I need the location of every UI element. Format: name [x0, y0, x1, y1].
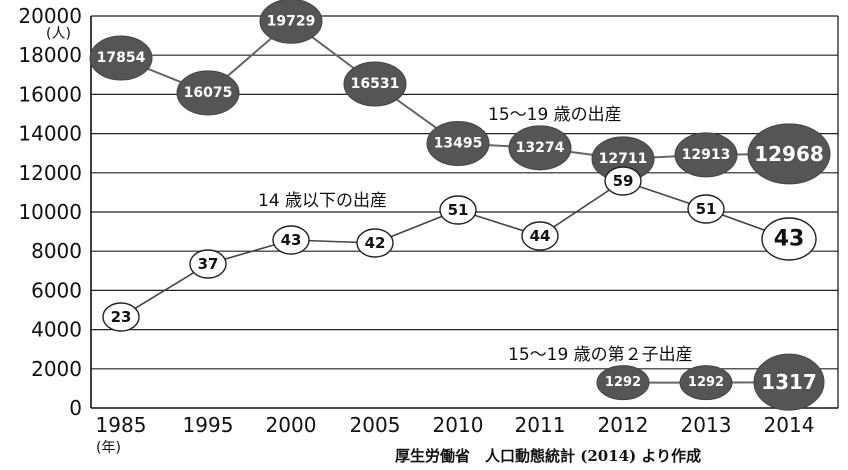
data-label-teen-births: 12711 — [599, 151, 648, 167]
data-marker-teen-births — [343, 61, 407, 107]
series-label-under14-births: 14 歳以下の出産 — [258, 191, 387, 211]
data-marker-teen-births — [747, 123, 831, 185]
data-marker-teen-births — [89, 35, 153, 81]
x-axis-unit-label: (年) — [96, 440, 121, 456]
y-tick-label: 18000 — [18, 43, 82, 67]
data-marker-under14-births — [439, 195, 477, 225]
data-marker-under14-births — [189, 249, 227, 279]
data-label-teen-births: 17854 — [97, 50, 146, 66]
data-label-under14-births: 51 — [696, 200, 717, 218]
x-tick-label: 2014 — [764, 413, 815, 437]
y-tick-label: 0 — [69, 396, 82, 420]
x-tick-label: 2000 — [266, 413, 317, 437]
series-label-second-child-births: 15～19 歳の第２子出産 — [508, 345, 693, 365]
data-label-second-child-births: 1292 — [688, 375, 724, 390]
y-tick-label: 8000 — [31, 239, 82, 263]
y-tick-label: 10000 — [18, 200, 82, 224]
series-label-teen-births: 15～19 歳の出産 — [488, 105, 622, 125]
data-marker-under14-births — [687, 194, 725, 224]
x-tick-label: 1995 — [183, 413, 234, 437]
data-label-under14-births: 43 — [281, 231, 302, 249]
y-tick-labels: 0 2000 4000 6000 8000 10000 12000 14000 16000 180… — [18, 4, 82, 420]
gridlines — [91, 15, 838, 370]
y-tick-label: 14000 — [18, 122, 82, 146]
y-tick-label: 2000 — [31, 357, 82, 381]
data-marker-under14-births — [604, 166, 642, 196]
data-marker-teen-births — [426, 120, 490, 166]
data-marker-teen-births — [508, 125, 572, 171]
y-tick-label: 12000 — [18, 161, 82, 185]
y-tick-label: 16000 — [18, 82, 82, 106]
data-label-teen-births: 12968 — [754, 142, 824, 166]
data-label-second-child-births: 1292 — [605, 375, 641, 390]
data-marker-under14-births — [356, 228, 394, 258]
data-marker-teen-births — [674, 132, 738, 178]
data-label-teen-births: 13274 — [516, 140, 565, 156]
data-marker-teen-births — [259, 0, 323, 44]
series: 17854 16075 19729 16531 13495 13274 12711 12913… — [89, 0, 831, 411]
data-label-under14-births: 37 — [198, 255, 219, 273]
data-label-under14-births: 51 — [448, 201, 469, 219]
data-label-teen-births: 12913 — [682, 147, 731, 163]
axes — [90, 16, 839, 409]
data-label-under14-births: 59 — [613, 172, 634, 190]
data-label-teen-births: 16075 — [184, 85, 233, 101]
data-label-second-child-births: 1317 — [761, 370, 817, 394]
data-marker-under14-births — [272, 225, 310, 255]
data-marker-under14-births — [102, 302, 140, 332]
data-label-under14-births: 44 — [530, 227, 551, 245]
source-note: 厚生労働省 人口動態統計 (2014) より作成 — [395, 447, 701, 465]
x-tick-label: 2012 — [598, 413, 649, 437]
data-marker-under14-births — [521, 221, 559, 251]
x-tick-label: 2010 — [433, 413, 484, 437]
data-marker-second-child-births — [753, 353, 825, 411]
x-tick-label: 2005 — [350, 413, 401, 437]
data-label-under14-births: 23 — [111, 308, 132, 326]
x-tick-label: 2013 — [681, 413, 732, 437]
data-marker-under14-births — [761, 217, 817, 261]
data-label-under14-births: 43 — [774, 227, 805, 252]
data-label-teen-births: 16531 — [351, 76, 400, 92]
x-tick-labels: 1985 1995 2000 2005 2010 2011 2012 2013 2014 — [96, 413, 815, 437]
y-tick-label: 4000 — [31, 318, 82, 342]
data-label-under14-births: 42 — [365, 234, 386, 252]
x-tick-label: 1985 — [96, 413, 147, 437]
y-axis-unit-label: (人) — [46, 26, 71, 42]
data-marker-second-child-births — [679, 365, 733, 401]
data-marker-teen-births — [176, 70, 240, 116]
y-tick-label: 6000 — [31, 278, 82, 302]
y-tick-label: 20000 — [18, 4, 82, 28]
x-tick-label: 2011 — [515, 413, 566, 437]
data-label-teen-births: 13495 — [434, 135, 483, 151]
data-label-teen-births: 19729 — [267, 13, 316, 29]
data-marker-second-child-births — [596, 365, 650, 401]
